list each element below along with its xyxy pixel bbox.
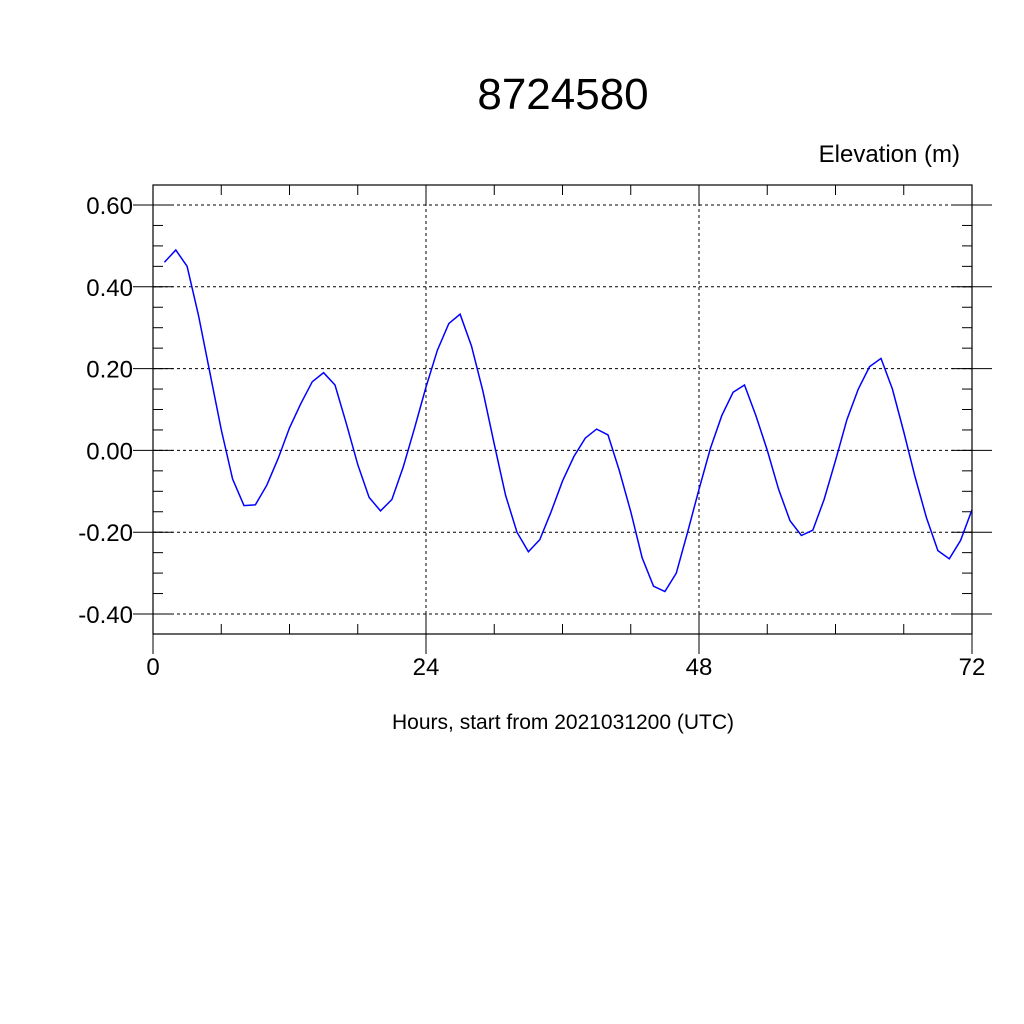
y-tick-label: 0.40 (86, 275, 133, 302)
grid-layer (152, 185, 973, 634)
x-tick-label: 0 (146, 654, 159, 681)
x-axis-label: Hours, start from 2021031200 (UTC) (392, 711, 734, 734)
x-tick-label: 48 (686, 654, 713, 681)
y-tick-label: 0.20 (86, 357, 133, 384)
plot-frame (152, 184, 973, 635)
series-line (163, 248, 973, 593)
tick-labels-layer: -0.40 -0.20 0.00 0.20 0.40 0.60 0 24 48 72 (78, 193, 985, 681)
chart-title: 8724580 (477, 70, 648, 119)
y-axis-label: Elevation (m) (819, 141, 960, 168)
ticks-layer (133, 185, 992, 654)
y-tick-label: 0.60 (86, 193, 133, 220)
y-tick-label: -0.20 (78, 520, 133, 547)
y-tick-label: -0.40 (78, 602, 133, 629)
x-tick-label: 24 (413, 654, 440, 681)
y-tick-label: 0.00 (86, 438, 133, 465)
x-tick-label: 72 (959, 654, 986, 681)
